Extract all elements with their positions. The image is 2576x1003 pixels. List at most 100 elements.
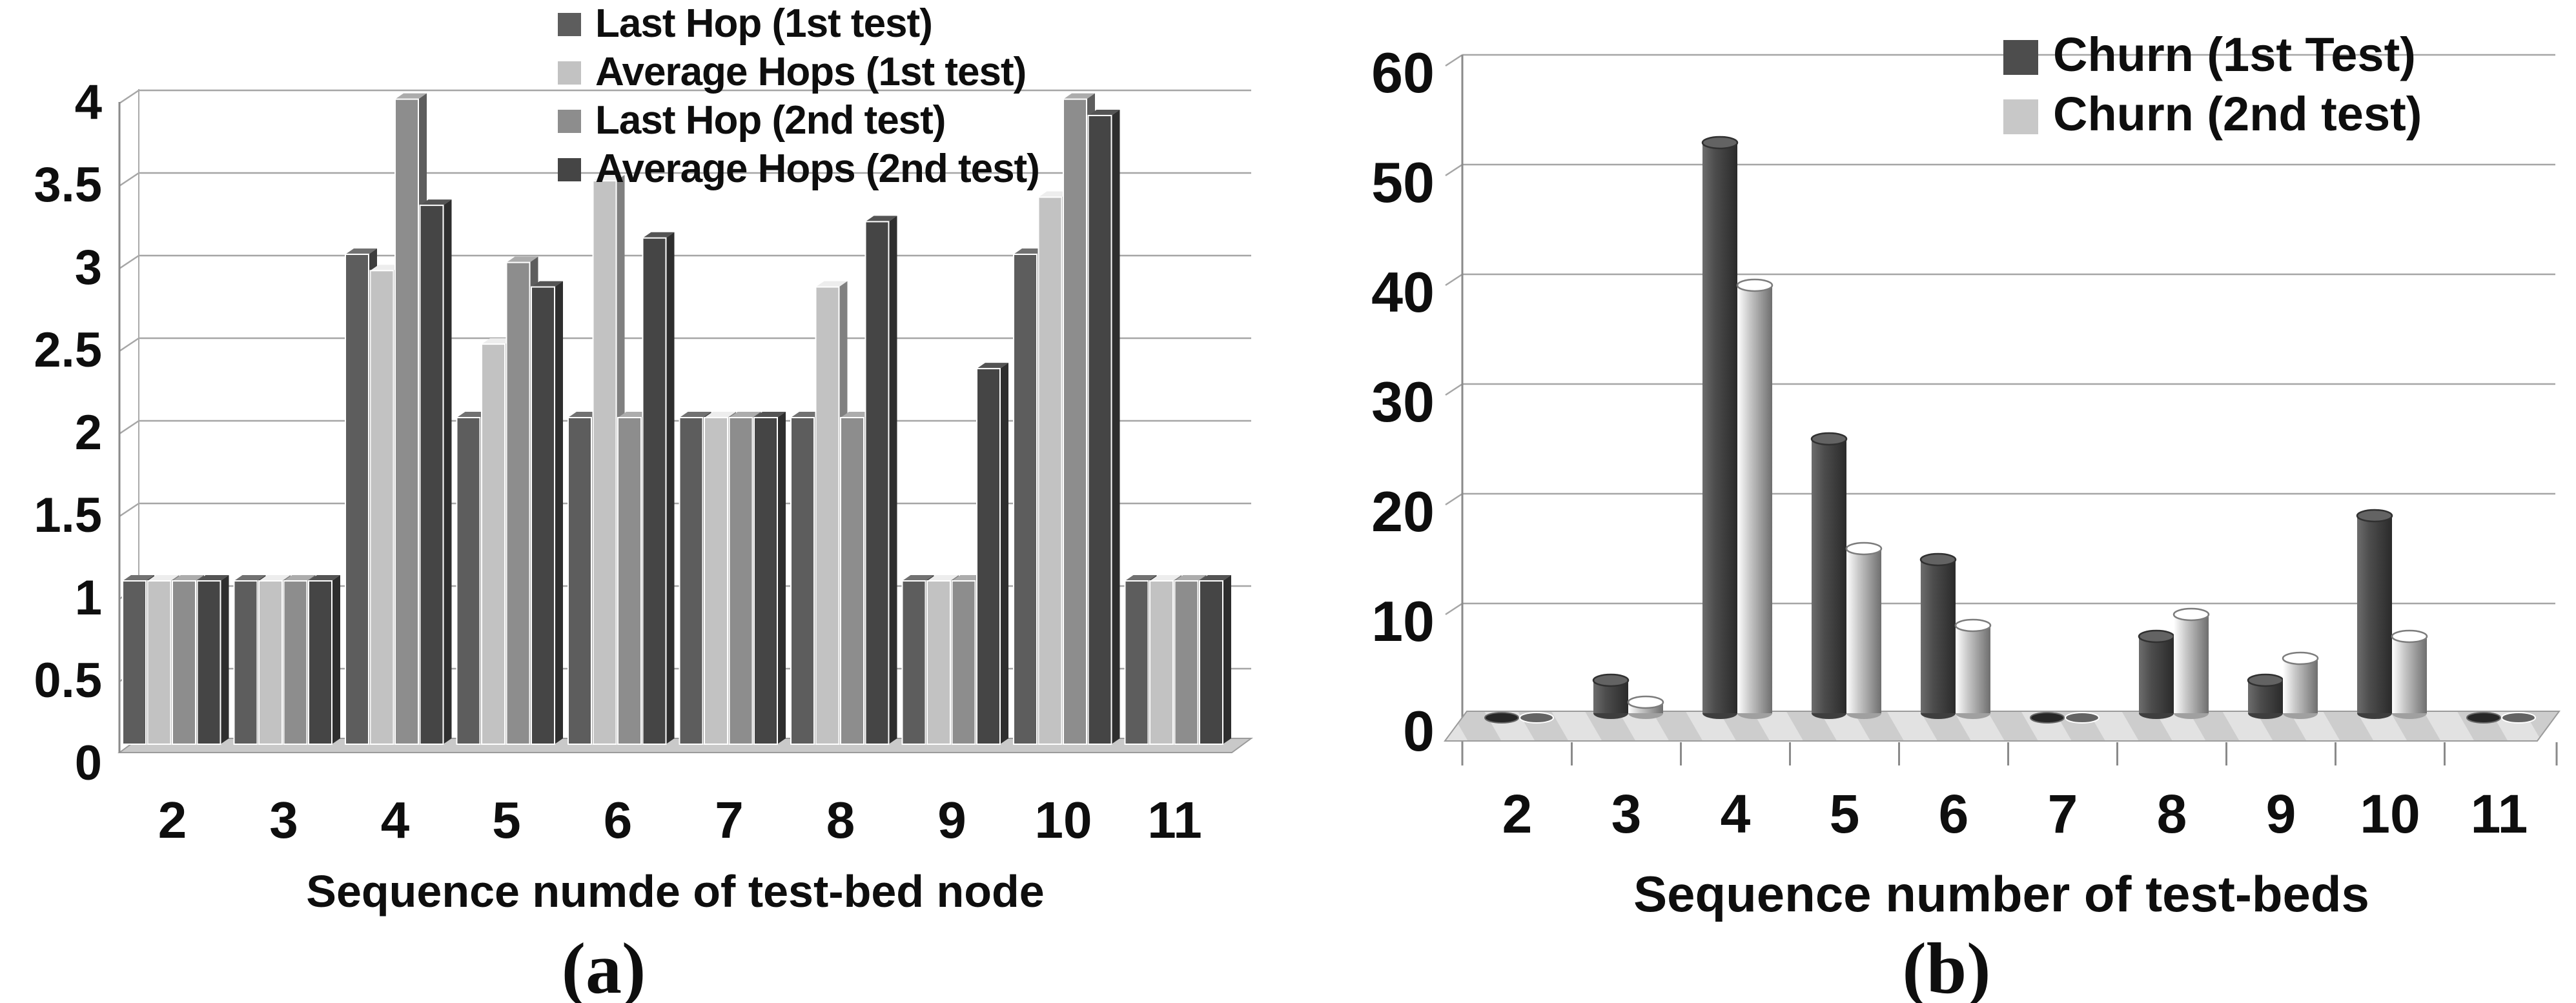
bar-group-a-10 xyxy=(1013,93,1120,745)
legend-a-label: Last Hop (1st test) xyxy=(595,1,932,46)
cylinder-top xyxy=(2172,607,2210,622)
bar-top-face xyxy=(865,216,897,222)
x-tick-label-b: 4 xyxy=(1721,784,1751,844)
gridline-b-jog xyxy=(1445,492,1463,506)
gridline-a-jog xyxy=(119,172,139,187)
bar-b-s0-cat10 xyxy=(2357,516,2392,713)
bar-top-face xyxy=(420,199,452,206)
y-tick-label-b: 40 xyxy=(1371,260,1435,324)
bar-group-a-7 xyxy=(679,412,786,745)
cylinder-top xyxy=(1845,542,1883,556)
bar-group-a-8 xyxy=(790,216,897,745)
zero-marker-b-s1-cat11 xyxy=(2501,712,2536,724)
bar-a-s3-cat9 xyxy=(976,368,1001,745)
bar-a-s2-cat3 xyxy=(283,580,308,745)
bar-side-face xyxy=(555,281,563,745)
x-tick-label-b: 7 xyxy=(2048,784,2078,844)
bar-a-s2-cat10 xyxy=(1063,98,1087,745)
gridline-b-jog xyxy=(1445,163,1463,177)
gridline-a-jog xyxy=(119,89,139,105)
bar-top-face xyxy=(1200,575,1231,581)
bar-a-s2-cat11 xyxy=(1174,580,1199,745)
panel-a-legend: Last Hop (1st test)Average Hops (1st tes… xyxy=(558,1,1040,191)
bar-a-s2-cat4 xyxy=(394,98,419,745)
bar-top-face xyxy=(1088,109,1120,116)
bar-b-s0-cat6 xyxy=(1921,560,1956,713)
cylinder-top xyxy=(2282,651,2319,665)
gridline-a-jog xyxy=(119,502,139,518)
bar-a-s3-cat2 xyxy=(196,580,221,745)
bar-top-face xyxy=(395,93,427,99)
cylinder-top xyxy=(1919,552,1957,567)
x-tick-label-b: 10 xyxy=(2360,784,2420,844)
legend-a-swatch xyxy=(558,61,581,85)
y-tick-label-a: 1.5 xyxy=(34,488,102,543)
y-tick-label-b: 30 xyxy=(1371,370,1435,434)
cylinder-top xyxy=(2138,629,2175,643)
bar-a-s2-cat8 xyxy=(840,417,864,745)
bar-top-face xyxy=(618,412,649,418)
bar-top-face xyxy=(791,412,823,418)
bar-top-face xyxy=(568,412,600,418)
y-tick-label-a: 3 xyxy=(75,240,102,295)
y-tick-label-a: 2 xyxy=(75,405,102,460)
bar-group-a-2 xyxy=(122,575,229,745)
bar-a-s2-cat7 xyxy=(728,417,753,745)
bar-a-s1-cat5 xyxy=(481,343,506,745)
bar-a-s0-cat10 xyxy=(1013,254,1038,745)
legend-a-swatch xyxy=(558,13,581,36)
cylinder-top xyxy=(1701,136,1739,150)
legend-b-label: Churn (1st Test) xyxy=(2053,28,2416,81)
cylinder-top xyxy=(1954,618,1992,633)
bar-top-face xyxy=(370,265,402,271)
bar-top-face xyxy=(1150,575,1181,581)
bar-a-s3-cat6 xyxy=(642,237,667,745)
bar-group-b-11 xyxy=(2466,712,2536,724)
x-tick-label-a: 2 xyxy=(158,791,187,849)
y-tick-label-a: 4 xyxy=(75,75,102,130)
bar-a-s0-cat5 xyxy=(456,417,481,745)
bar-a-s1-cat10 xyxy=(1038,196,1063,745)
bar-a-s2-cat2 xyxy=(172,580,196,745)
bar-top-face xyxy=(841,412,872,418)
x-tick-label-b: 5 xyxy=(1830,784,1860,844)
bar-side-face xyxy=(443,199,452,745)
y-tick-label-a: 3.5 xyxy=(34,157,102,212)
bar-top-face xyxy=(259,575,291,581)
bar-a-s2-cat6 xyxy=(617,417,642,745)
x-tick-label-a: 10 xyxy=(1035,791,1092,849)
bar-a-s2-cat5 xyxy=(506,261,531,745)
gridline-b-jog xyxy=(1445,273,1463,287)
bar-group-b-9 xyxy=(2247,651,2319,719)
bar-a-s3-cat5 xyxy=(531,286,555,745)
bar-a-s0-cat3 xyxy=(233,580,258,745)
bar-a-s3-cat3 xyxy=(308,580,332,745)
bar-a-s1-cat8 xyxy=(815,286,840,745)
bar-b-s1-cat8 xyxy=(2174,614,2209,713)
panel-a-xaxis-title: Sequence numde of test-bed node xyxy=(306,866,1044,917)
gridline-b-jog xyxy=(1445,383,1463,396)
cylinder-top xyxy=(1736,278,1774,292)
bar-group-b-4 xyxy=(1701,136,1774,719)
bar-top-face xyxy=(531,281,563,287)
x-tick-label-a: 5 xyxy=(492,791,521,849)
legend-a-label: Last Hop (2nd test) xyxy=(595,98,945,143)
zero-marker-b-s1-cat7 xyxy=(2065,712,2100,724)
bar-a-s1-cat6 xyxy=(592,180,617,745)
cylinder-top xyxy=(2247,673,2284,687)
panel-b: 60 50 40 30 20 10 0 2 3 4 5 6 7 8 9 10 11 Sequence numbe… xyxy=(1371,28,2561,1003)
bar-group-b-7 xyxy=(2030,712,2100,724)
zero-marker-b-s1-cat2 xyxy=(1519,712,1554,724)
bar-a-s1-cat4 xyxy=(369,270,394,745)
bar-group-a-3 xyxy=(233,575,340,745)
y-tick-label-b: 20 xyxy=(1371,480,1435,543)
zero-marker-b-s0-cat11 xyxy=(2466,712,2501,724)
panel-b-plot: 60 50 40 30 20 10 0 2 3 4 5 6 7 8 9 10 11 xyxy=(1371,41,2561,844)
panel-b-xaxis-title: Sequence number of test-beds xyxy=(1633,866,2369,922)
panel-b-caption: (b) xyxy=(1903,929,1991,1003)
x-tick-label-b: 6 xyxy=(1939,784,1969,844)
bar-b-s0-cat5 xyxy=(1812,439,1846,713)
legend-a-swatch xyxy=(558,110,581,133)
bar-top-face xyxy=(704,412,736,418)
bar-a-s0-cat7 xyxy=(679,417,704,745)
